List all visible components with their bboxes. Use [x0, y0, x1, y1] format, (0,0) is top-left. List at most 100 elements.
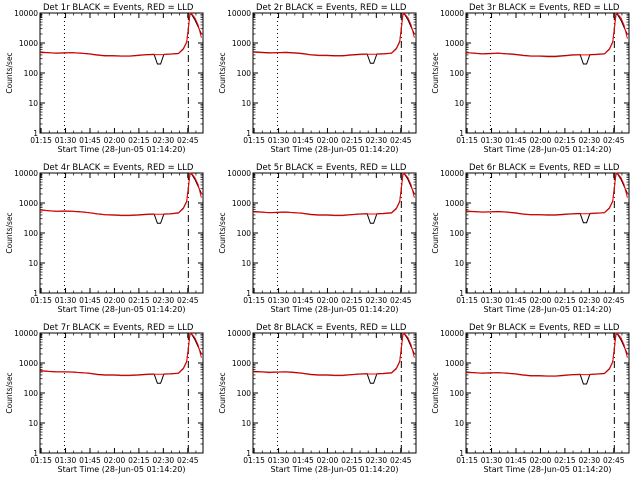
y-axis-label: Counts/sec [5, 52, 14, 93]
x-tick-label: 02:00 [317, 296, 339, 305]
x-tick-label: 02:15 [341, 136, 363, 145]
x-tick-label: 02:45 [177, 296, 199, 305]
x-tick-label: 02:45 [390, 456, 412, 465]
x-axis-label: Start Time (28-Jun-05 01:14:20) [58, 145, 186, 154]
detector-panel-6: Det 6r BLACK = Events, RED = LLD 1 10 100 10… [431, 163, 630, 314]
x-tick-label: 02:00 [104, 296, 126, 305]
x-tick-label: 01:15 [30, 456, 52, 465]
lld-series-line [252, 172, 415, 217]
y-tick-label: 10 [241, 99, 251, 108]
y-tick-label: 100 [24, 389, 39, 398]
y-tick-label: 10000 [14, 329, 38, 338]
y-axis-label: Counts/sec [5, 212, 14, 253]
detector-panel-3: Det 3r BLACK = Events, RED = LLD 1 10 100 10… [431, 3, 630, 154]
x-tick-label: 01:45 [292, 296, 314, 305]
detector-panel-8: Det 8r BLACK = Events, RED = LLD 1 10 100 10… [218, 323, 417, 474]
lld-series-line [252, 12, 415, 57]
detector-panel-2: Det 2r BLACK = Events, RED = LLD 1 10 100 10… [218, 3, 417, 154]
x-tick-label: 01:15 [30, 136, 52, 145]
y-tick-label: 1 [246, 449, 251, 458]
y-tick-label: 100 [237, 389, 252, 398]
x-tick-label: 01:15 [243, 136, 265, 145]
x-tick-label: 02:30 [366, 136, 388, 145]
y-tick-label: 10000 [14, 169, 38, 178]
detector-panel-7: Det 7r BLACK = Events, RED = LLD 1 10 100 10… [5, 323, 204, 474]
x-tick-label: 01:30 [481, 136, 503, 145]
y-axis-label: Counts/sec [218, 52, 227, 93]
x-tick-label: 02:30 [579, 456, 601, 465]
lld-series-line [39, 172, 202, 217]
y-tick-label: 1000 [445, 359, 464, 368]
y-axis-label: Counts/sec [218, 372, 227, 413]
x-tick-label: 01:45 [505, 456, 527, 465]
x-tick-label: 01:30 [55, 456, 77, 465]
y-tick-label: 10000 [227, 329, 251, 338]
y-tick-label: 1 [33, 129, 38, 138]
x-tick-label: 01:15 [456, 296, 478, 305]
y-tick-label: 1000 [232, 359, 251, 368]
x-tick-label: 02:30 [579, 296, 601, 305]
y-tick-label: 1000 [232, 199, 251, 208]
panel-title: Det 3r BLACK = Events, RED = LLD [469, 3, 620, 13]
y-tick-label: 100 [24, 229, 39, 238]
y-tick-label: 100 [450, 69, 465, 78]
panel-title: Det 5r BLACK = Events, RED = LLD [256, 163, 407, 173]
y-tick-label: 1 [33, 449, 38, 458]
x-tick-label: 01:15 [243, 296, 265, 305]
x-tick-label: 02:45 [603, 456, 625, 465]
x-tick-label: 02:45 [603, 136, 625, 145]
y-tick-label: 100 [237, 69, 252, 78]
panel-title: Det 4r BLACK = Events, RED = LLD [43, 163, 194, 173]
x-tick-label: 01:15 [456, 136, 478, 145]
x-tick-label: 01:30 [55, 296, 77, 305]
lld-series-line [252, 332, 415, 377]
y-tick-label: 1000 [19, 359, 38, 368]
y-tick-label: 10000 [440, 329, 464, 338]
y-tick-label: 1 [33, 289, 38, 298]
x-tick-label: 02:15 [341, 296, 363, 305]
y-tick-label: 10 [28, 419, 38, 428]
detector-panel-5: Det 5r BLACK = Events, RED = LLD 1 10 100 10… [218, 163, 417, 314]
x-tick-label: 01:45 [79, 136, 101, 145]
y-axis-label: Counts/sec [431, 52, 440, 93]
x-tick-label: 01:30 [268, 136, 290, 145]
x-tick-label: 01:45 [292, 456, 314, 465]
y-tick-label: 10000 [227, 169, 251, 178]
x-tick-label: 02:15 [128, 296, 150, 305]
x-tick-label: 01:15 [456, 456, 478, 465]
y-axis-label: Counts/sec [431, 212, 440, 253]
x-tick-label: 02:45 [390, 136, 412, 145]
panel-title: Det 6r BLACK = Events, RED = LLD [469, 163, 620, 173]
x-tick-label: 02:15 [128, 456, 150, 465]
x-tick-label: 01:45 [79, 456, 101, 465]
x-tick-label: 01:45 [505, 296, 527, 305]
x-tick-label: 02:00 [317, 136, 339, 145]
x-tick-label: 01:30 [481, 456, 503, 465]
y-tick-label: 10000 [440, 169, 464, 178]
panel-title: Det 2r BLACK = Events, RED = LLD [256, 3, 407, 13]
x-axis-label: Start Time (28-Jun-05 01:14:20) [58, 305, 186, 314]
y-tick-label: 1000 [445, 199, 464, 208]
x-tick-label: 02:00 [530, 136, 552, 145]
x-tick-label: 02:15 [554, 296, 576, 305]
y-axis-label: Counts/sec [218, 212, 227, 253]
lld-series-line [465, 332, 628, 377]
x-tick-label: 01:45 [292, 136, 314, 145]
y-tick-label: 1000 [19, 39, 38, 48]
lld-series-line [465, 12, 628, 58]
x-tick-label: 02:30 [153, 296, 175, 305]
x-tick-label: 02:30 [366, 296, 388, 305]
x-tick-label: 02:45 [177, 456, 199, 465]
y-tick-label: 10 [454, 259, 464, 268]
x-tick-label: 02:45 [390, 296, 412, 305]
x-axis-label: Start Time (28-Jun-05 01:14:20) [271, 305, 399, 314]
lld-series-line [39, 332, 202, 377]
x-axis-label: Start Time (28-Jun-05 01:14:20) [484, 145, 612, 154]
y-tick-label: 1 [459, 449, 464, 458]
x-tick-label: 01:15 [243, 456, 265, 465]
panel-title: Det 1r BLACK = Events, RED = LLD [43, 3, 194, 13]
lld-series-line [465, 172, 628, 216]
x-tick-label: 02:00 [317, 456, 339, 465]
detector-panel-1: Det 1r BLACK = Events, RED = LLD 1 10 100 10… [5, 3, 204, 154]
